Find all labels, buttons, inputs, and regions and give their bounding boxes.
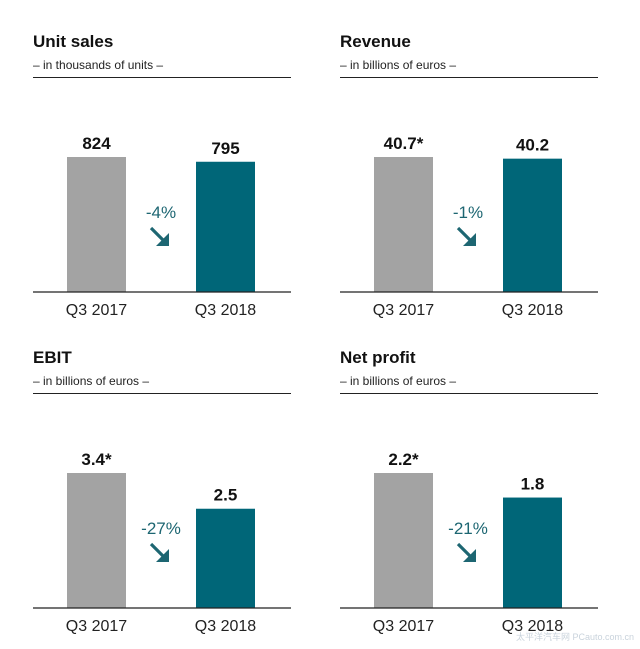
category-label: Q3 2017 <box>373 302 434 319</box>
title-divider <box>33 77 291 78</box>
bar-q3-2017 <box>374 473 433 608</box>
category-label: Q3 2017 <box>66 302 127 319</box>
arrow-down-right-icon <box>149 542 169 562</box>
chart-plot: 824 Q3 2017 795 Q3 2018 -4% <box>33 134 291 319</box>
data-label: 2.2* <box>388 450 419 469</box>
title-divider <box>33 393 291 394</box>
change-label: -4% <box>146 203 176 222</box>
data-label: 2.5 <box>214 486 238 505</box>
change-label: -21% <box>448 519 488 538</box>
arrow-down-right-icon <box>149 226 169 246</box>
data-label: 40.7* <box>384 134 424 153</box>
arrow-down-right-icon <box>456 542 476 562</box>
chart-panel-net-profit: Net profit – in billions of euros – 2.2*… <box>340 348 598 648</box>
chart-panel-ebit: EBIT – in billions of euros – 3.4* Q3 201… <box>33 348 291 648</box>
chart-plot: 3.4* Q3 2017 2.5 Q3 2018 -27% <box>33 450 291 635</box>
data-label: 795 <box>211 139 239 158</box>
bar-q3-2018 <box>196 508 255 608</box>
category-label: Q3 2018 <box>195 302 256 319</box>
bar-q3-2018 <box>196 161 255 292</box>
chart-panel-unit-sales: Unit sales – in thousands of units – 824… <box>33 32 291 332</box>
category-label: Q3 2017 <box>66 618 127 635</box>
bar-q3-2017 <box>374 157 433 292</box>
chart-plot: 40.7* Q3 2017 40.2 Q3 2018 -1% <box>340 134 598 319</box>
category-label: Q3 2018 <box>502 302 563 319</box>
bar-q3-2017 <box>67 157 126 292</box>
title-divider <box>340 77 598 78</box>
chart-title: EBIT <box>33 348 72 367</box>
category-label: Q3 2018 <box>195 618 256 635</box>
change-label: -1% <box>453 203 483 222</box>
category-label: Q3 2017 <box>373 618 434 635</box>
title-divider <box>340 393 598 394</box>
chart-title: Revenue <box>340 32 411 51</box>
chart-subtitle: – in billions of euros – <box>340 58 457 72</box>
bar-q3-2018 <box>503 497 562 608</box>
chart-plot: 2.2* Q3 2017 1.8 Q3 2018 -21% <box>340 450 598 635</box>
arrow-down-right-icon <box>456 226 476 246</box>
data-label: 824 <box>82 134 111 153</box>
change-label: -27% <box>141 519 181 538</box>
category-label: Q3 2018 <box>502 618 563 635</box>
chart-panel-revenue: Revenue – in billions of euros – 40.7* Q3… <box>340 32 598 332</box>
chart-subtitle: – in thousands of units – <box>33 58 164 72</box>
chart-subtitle: – in billions of euros – <box>33 374 150 388</box>
chart-subtitle: – in billions of euros – <box>340 374 457 388</box>
chart-title: Net profit <box>340 348 416 367</box>
chart-title: Unit sales <box>33 32 114 51</box>
data-label: 1.8 <box>521 475 545 494</box>
bar-q3-2017 <box>67 473 126 608</box>
data-label: 3.4* <box>81 450 112 469</box>
data-label: 40.2 <box>516 136 549 155</box>
bar-q3-2018 <box>503 158 562 292</box>
watermark-logo: 太平洋汽车网 PCauto.com.cn <box>515 632 634 642</box>
